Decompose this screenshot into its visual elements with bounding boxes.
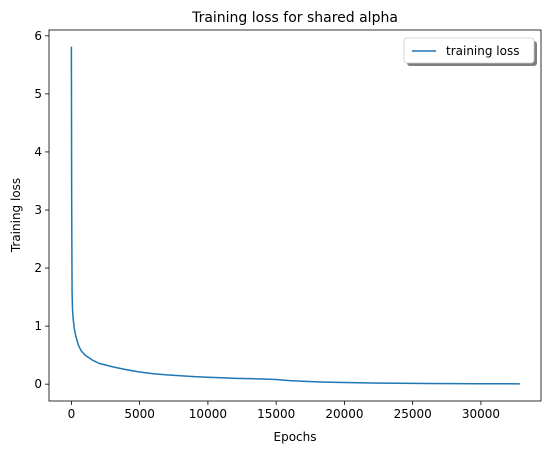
legend: training loss	[403, 37, 537, 66]
axes-frame	[48, 29, 542, 402]
legend-label-0: training loss	[446, 44, 519, 58]
x-tick-label: 15000	[257, 407, 295, 421]
y-tick-label: 4	[34, 145, 42, 159]
y-tick-label: 0	[34, 377, 42, 391]
legend-box	[403, 37, 535, 64]
x-tick-label: 10000	[189, 407, 227, 421]
y-tick-label: 1	[34, 319, 42, 333]
x-tick-label: 25000	[394, 407, 432, 421]
x-axis-label: Epochs	[274, 430, 317, 444]
x-tick-label: 20000	[325, 407, 363, 421]
y-tick-label: 6	[34, 29, 42, 43]
series-line-0	[70, 46, 520, 385]
x-tick-label: 5000	[124, 407, 155, 421]
plot-area: 0 5000 10000 15000 20000 25000 30000 0 1 2 3 4 5 6	[34, 29, 542, 421]
x-tick-label: 30000	[462, 407, 500, 421]
y-tick-label: 2	[34, 261, 42, 275]
y-tick-label: 5	[34, 87, 42, 101]
x-tick-label: 0	[68, 407, 76, 421]
y-tick-label: 3	[34, 203, 42, 217]
chart-title: Training loss for shared alpha	[191, 10, 398, 26]
y-axis-label: Training loss	[9, 178, 23, 253]
